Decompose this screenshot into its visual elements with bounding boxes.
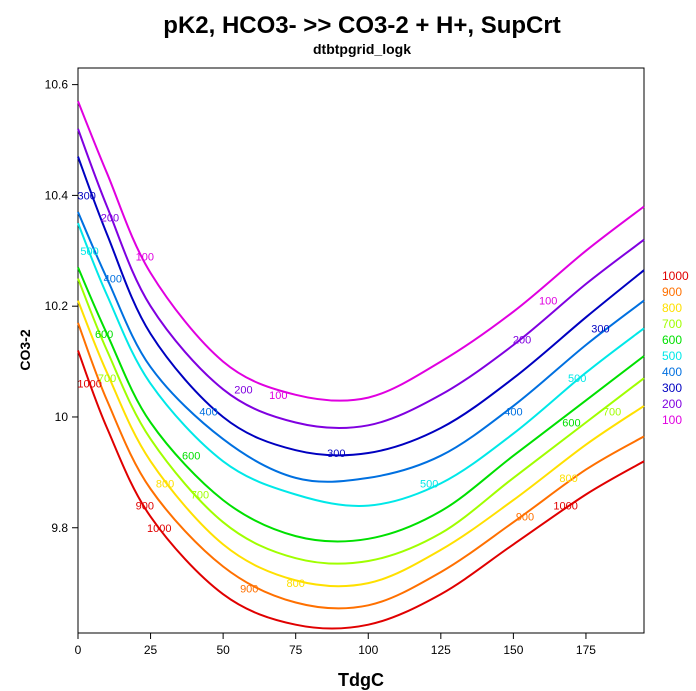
contour-label-200: 200 [513,334,531,346]
x-axis-label: TdgC [338,670,384,690]
contour-label-1000: 1000 [77,379,101,391]
contour-label-1000: 1000 [147,523,171,535]
contour-line-900 [77,322,645,610]
contour-label-100: 100 [269,390,287,402]
contour-line-600 [77,267,645,543]
contour-label-300: 300 [591,323,609,335]
contour-line-100 [77,100,645,402]
contour-label-1000: 1000 [553,501,577,513]
y-axis: 9.8 10 10.2 10.4 10.6 [45,78,78,535]
contour-line-800 [77,300,645,588]
x-tick-label: 125 [431,643,451,657]
chart-subtitle: dtbtpgrid_logk [313,41,411,57]
x-tick-label: 0 [75,643,82,657]
legend-entry-800: 800 [662,301,682,315]
contour-label-500: 500 [568,373,586,385]
legend-entry-900: 900 [662,285,682,299]
x-tick-label: 75 [289,643,303,657]
contour-label-200: 200 [101,213,119,225]
x-tick-label: 150 [503,643,523,657]
contour-label-600: 600 [562,418,580,430]
legend-entry-100: 100 [662,413,682,427]
y-tick-label: 10 [55,410,69,424]
contour-label-300: 300 [78,190,96,202]
legend-entry-700: 700 [662,317,682,331]
legend-entry-200: 200 [662,397,682,411]
contour-label-800: 800 [559,473,577,485]
legend: 1000 900 800 700 600 500 400 300 200 100 [662,269,689,427]
chart-title: pK2, HCO3- >> CO3-2 + H+, SupCrt [163,12,560,39]
legend-entry-1000: 1000 [662,269,689,283]
contour-label-900: 900 [240,584,258,596]
contour-line-1000 [77,350,645,630]
contour-label-700: 700 [603,406,621,418]
contour-label-500: 500 [80,246,98,258]
x-tick-label: 175 [576,643,596,657]
legend-entry-400: 400 [662,365,682,379]
contour-label-200: 200 [234,384,252,396]
contour-label-400: 400 [504,406,522,418]
contour-label-800: 800 [156,478,174,490]
contour-label-600: 600 [95,329,113,341]
contour-line-200 [77,128,645,430]
contour-line-700 [77,278,645,565]
contour-curves [77,100,645,630]
legend-entry-300: 300 [662,381,682,395]
contour-label-900: 900 [516,512,534,524]
contour-line-300 [77,156,645,457]
y-tick-label: 10.2 [45,299,69,313]
contour-label-100: 100 [539,296,557,308]
contour-label-100: 100 [136,251,154,263]
x-tick-label: 25 [144,643,158,657]
contour-label-600: 600 [182,451,200,463]
contour-label-800: 800 [287,578,305,590]
contour-label-700: 700 [98,373,116,385]
y-axis-label: CO3-2 [17,329,33,370]
x-tick-label: 100 [358,643,378,657]
contour-labels: 1000900100090010009008007008008006006007… [77,190,621,595]
x-tick-label: 50 [216,643,230,657]
y-tick-label: 10.6 [45,78,69,92]
contour-line-500 [77,222,645,507]
legend-entry-500: 500 [662,349,682,363]
x-axis: 0 25 50 75 100 125 150 175 [75,633,596,657]
contour-label-700: 700 [191,490,209,502]
contour-label-300: 300 [327,448,345,460]
contour-line-400 [77,211,645,483]
contour-label-400: 400 [199,406,217,418]
y-tick-label: 9.8 [51,521,68,535]
contour-label-400: 400 [104,273,122,285]
contour-label-1000: 900 [136,501,154,513]
contour-label-500: 500 [420,478,438,490]
legend-entry-600: 600 [662,333,682,347]
y-tick-label: 10.4 [45,188,69,202]
